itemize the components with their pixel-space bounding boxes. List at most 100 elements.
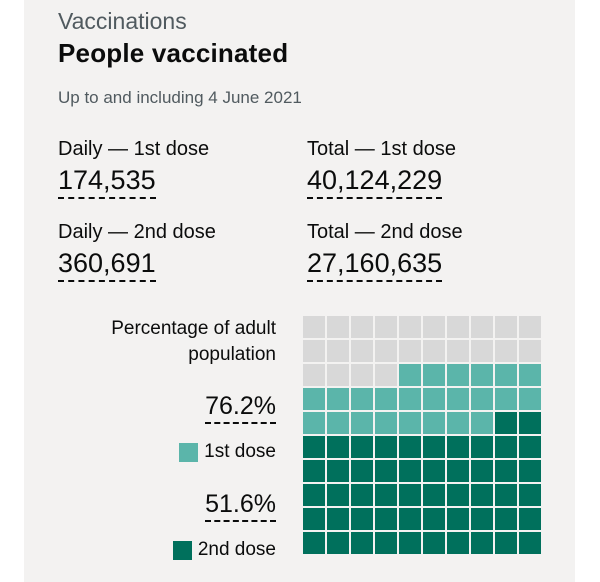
waffle-cell-second-dose: [447, 436, 469, 458]
waffle-cell-empty: [375, 340, 397, 362]
waffle-cell-second-dose: [423, 508, 445, 530]
second-dose-swatch: [172, 540, 192, 560]
waffle-cell-second-dose: [447, 508, 469, 530]
waffle-cell-second-dose: [423, 436, 445, 458]
waffle-label: Percentage of adult population: [111, 318, 276, 365]
waffle-cell-second-dose: [519, 436, 541, 458]
waffle-cell-empty: [399, 340, 421, 362]
waffle-cell-second-dose: [471, 484, 493, 506]
section-caption: Vaccinations: [58, 8, 187, 34]
waffle-cell-second-dose: [399, 460, 421, 482]
waffle-cell-first-dose: [447, 388, 469, 410]
waffle-cell-second-dose: [471, 532, 493, 554]
first-dose-percentage[interactable]: 76.2%: [205, 392, 276, 424]
second-dose-percentage[interactable]: 51.6%: [205, 490, 276, 522]
waffle-cell-first-dose: [519, 388, 541, 410]
waffle-cell-first-dose: [375, 388, 397, 410]
stat-label: Daily — 1st dose: [58, 138, 210, 160]
waffle-cell-empty: [327, 316, 349, 338]
waffle-cell-empty: [303, 364, 325, 386]
waffle-cell-second-dose: [495, 436, 517, 458]
as-of-date: Up to and including 4 June 2021: [58, 88, 302, 107]
legend-first-dose: 1st dose: [179, 441, 276, 463]
waffle-cell-second-dose: [471, 436, 493, 458]
waffle-cell-empty: [423, 340, 445, 362]
stat-label: Daily — 2nd dose: [58, 221, 216, 243]
waffle-cell-second-dose: [351, 484, 373, 506]
waffle-cell-second-dose: [375, 484, 397, 506]
waffle-cell-second-dose: [351, 532, 373, 554]
waffle-cell-first-dose: [423, 412, 445, 434]
waffle-cell-first-dose: [375, 412, 397, 434]
waffle-cell-first-dose: [471, 364, 493, 386]
waffle-cell-second-dose: [423, 532, 445, 554]
waffle-cell-second-dose: [375, 532, 397, 554]
waffle-cell-first-dose: [351, 388, 373, 410]
waffle-cell-second-dose: [399, 532, 421, 554]
waffle-cell-second-dose: [519, 508, 541, 530]
waffle-cell-second-dose: [399, 484, 421, 506]
waffle-cell-first-dose: [327, 412, 349, 434]
waffle-cell-empty: [399, 316, 421, 338]
waffle-cell-first-dose: [471, 388, 493, 410]
waffle-cell-second-dose: [351, 436, 373, 458]
waffle-cell-first-dose: [351, 412, 373, 434]
waffle-cell-second-dose: [423, 460, 445, 482]
waffle-cell-empty: [327, 340, 349, 362]
waffle-cell-empty: [351, 340, 373, 362]
waffle-cell-empty: [351, 364, 373, 386]
waffle-cell-second-dose: [495, 460, 517, 482]
waffle-cell-second-dose: [351, 508, 373, 530]
stat-value-link[interactable]: 27,160,635: [307, 248, 443, 282]
stat-label: Total — 1st dose: [307, 138, 456, 160]
waffle-cell-second-dose: [375, 460, 397, 482]
waffle-cell-second-dose: [327, 532, 349, 554]
waffle-cell-empty: [447, 316, 469, 338]
waffle-cell-first-dose: [423, 364, 445, 386]
waffle-cell-second-dose: [303, 436, 325, 458]
stat-value-link[interactable]: 360,691: [58, 248, 156, 282]
waffle-cell-empty: [495, 316, 517, 338]
waffle-cell-empty: [495, 340, 517, 362]
waffle-cell-second-dose: [327, 484, 349, 506]
waffle-cell-first-dose: [447, 412, 469, 434]
waffle-cell-empty: [471, 316, 493, 338]
stat-daily-second-dose: Daily — 2nd dose 360,691: [58, 220, 216, 282]
waffle-cell-second-dose: [519, 412, 541, 434]
waffle-cell-empty: [375, 364, 397, 386]
waffle-cell-first-dose: [303, 412, 325, 434]
waffle-cell-first-dose: [471, 412, 493, 434]
waffle-cell-first-dose: [399, 412, 421, 434]
legend-label: 2nd dose: [197, 539, 276, 560]
waffle-cell-second-dose: [447, 532, 469, 554]
waffle-cell-first-dose: [399, 364, 421, 386]
waffle-cell-empty: [303, 340, 325, 362]
stat-value-link[interactable]: 40,124,229: [307, 165, 443, 199]
waffle-cell-empty: [519, 316, 541, 338]
waffle-cell-first-dose: [423, 388, 445, 410]
stat-total-first-dose: Total — 1st dose 40,124,229: [307, 137, 456, 199]
waffle-cell-second-dose: [399, 436, 421, 458]
waffle-cell-second-dose: [399, 508, 421, 530]
waffle-cell-second-dose: [495, 508, 517, 530]
waffle-cell-empty: [471, 340, 493, 362]
stat-total-second-dose: Total — 2nd dose 27,160,635: [307, 220, 463, 282]
waffle-cell-empty: [303, 316, 325, 338]
waffle-chart: [303, 316, 541, 554]
waffle-cell-empty: [519, 340, 541, 362]
waffle-cell-second-dose: [519, 484, 541, 506]
waffle-cell-first-dose: [447, 364, 469, 386]
waffle-cell-empty: [447, 340, 469, 362]
waffle-cell-first-dose: [519, 364, 541, 386]
stat-daily-first-dose: Daily — 1st dose 174,535: [58, 137, 209, 199]
waffle-cell-second-dose: [447, 460, 469, 482]
waffle-cell-second-dose: [327, 436, 349, 458]
waffle-cell-second-dose: [519, 532, 541, 554]
waffle-cell-second-dose: [303, 532, 325, 554]
waffle-cell-empty: [375, 316, 397, 338]
waffle-cell-second-dose: [519, 460, 541, 482]
waffle-cell-second-dose: [351, 460, 373, 482]
stat-value-link[interactable]: 174,535: [58, 165, 156, 199]
waffle-cell-first-dose: [495, 388, 517, 410]
waffle-cell-second-dose: [375, 508, 397, 530]
